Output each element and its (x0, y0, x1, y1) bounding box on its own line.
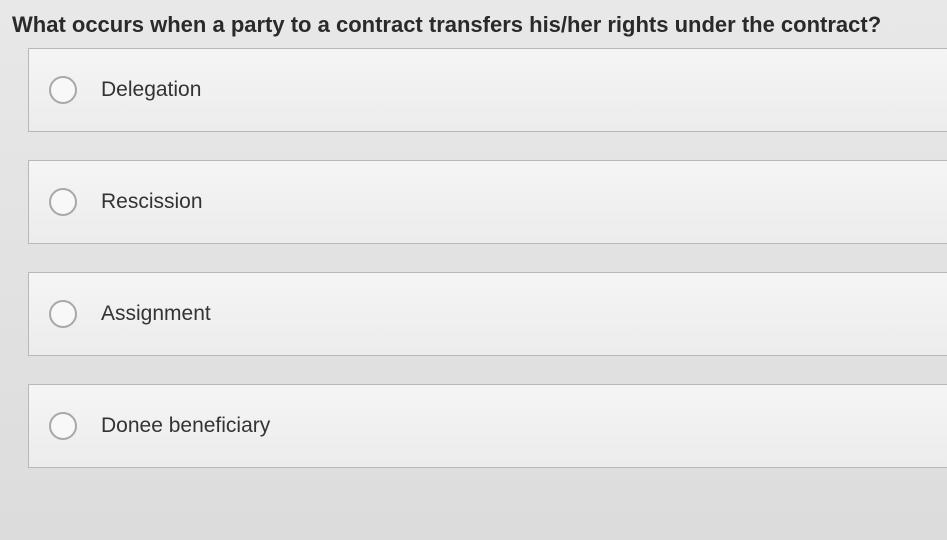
option-label: Delegation (101, 78, 201, 102)
option-rescission[interactable]: Rescission (28, 160, 947, 244)
option-donee-beneficiary[interactable]: Donee beneficiary (28, 384, 947, 468)
option-label: Assignment (101, 302, 211, 326)
radio-icon (49, 300, 77, 328)
option-assignment[interactable]: Assignment (28, 272, 947, 356)
radio-icon (49, 76, 77, 104)
radio-icon (49, 188, 77, 216)
option-delegation[interactable]: Delegation (28, 48, 947, 132)
question-text: What occurs when a party to a contract t… (10, 12, 947, 38)
option-label: Rescission (101, 190, 203, 214)
option-label: Donee beneficiary (101, 414, 270, 438)
radio-icon (49, 412, 77, 440)
options-container: Delegation Rescission Assignment Donee b… (10, 48, 947, 468)
